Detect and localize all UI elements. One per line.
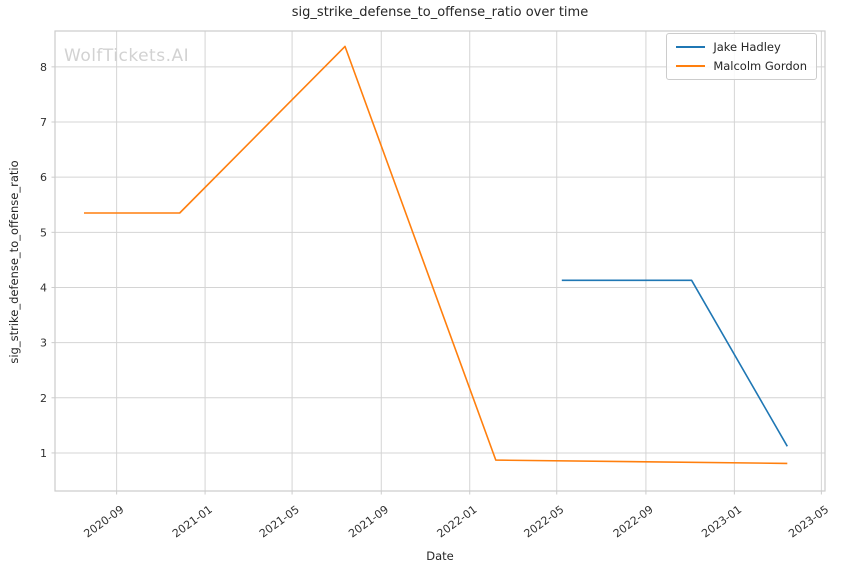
- legend-item-malcolm-gordon: Malcolm Gordon: [676, 59, 807, 73]
- legend-label: Jake Hadley: [713, 40, 781, 54]
- y-tick-label: 7: [40, 116, 47, 129]
- x-tick-label: 2022-05: [522, 503, 567, 541]
- y-tick-label: 5: [40, 226, 47, 239]
- x-tick-label: 2021-09: [346, 503, 391, 541]
- x-tick-label: 2021-01: [170, 503, 215, 541]
- y-tick-label: 8: [40, 61, 47, 74]
- y-tick-label: 3: [40, 337, 47, 350]
- x-tick-label: 2021-05: [257, 503, 302, 541]
- chart-title: sig_strike_defense_to_offense_ratio over…: [291, 5, 589, 20]
- axes-frame: [54, 30, 826, 492]
- y-tick-label: 4: [40, 281, 47, 294]
- y-tick-label: 2: [40, 392, 47, 405]
- x-tick-label: 2022-01: [435, 503, 480, 541]
- x-axis-label: Date: [426, 549, 454, 563]
- legend-item-jake-hadley: Jake Hadley: [676, 40, 807, 54]
- legend-swatch-malcolm-gordon: [676, 65, 706, 67]
- x-tick-label: 2023-01: [699, 503, 744, 541]
- series-line-jake-hadley: [561, 279, 788, 447]
- y-tick-label: 1: [40, 447, 47, 460]
- legend: Jake Hadley Malcolm Gordon: [666, 33, 817, 80]
- legend-swatch-jake-hadley: [676, 46, 706, 48]
- x-tick-label: 2022-09: [611, 503, 656, 541]
- legend-label: Malcolm Gordon: [713, 59, 807, 73]
- x-tick-label: 2023-05: [786, 503, 831, 541]
- y-tick-label: 6: [40, 171, 47, 184]
- series-line-malcolm-gordon: [84, 45, 788, 465]
- watermark: WolfTickets.AI: [64, 46, 190, 66]
- x-tick-label: 2020-09: [82, 503, 127, 541]
- y-axis-label: sig_strike_defense_to_offense_ratio: [7, 160, 21, 364]
